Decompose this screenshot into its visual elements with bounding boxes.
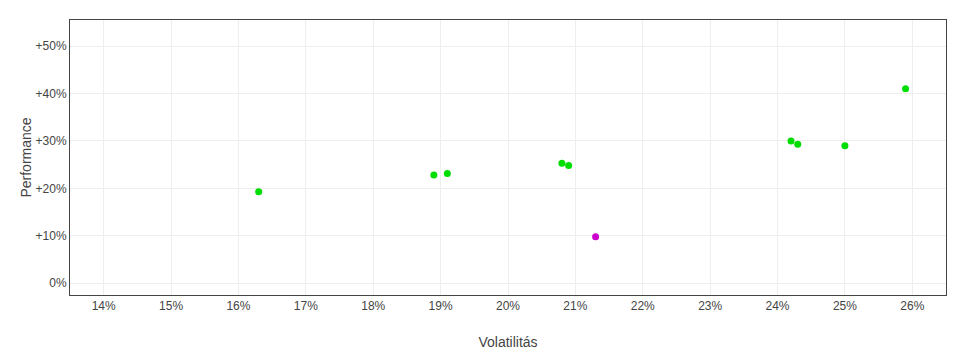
- svg-text:20%: 20%: [496, 299, 520, 313]
- svg-text:Performance: Performance: [18, 117, 34, 197]
- svg-text:26%: 26%: [900, 299, 924, 313]
- svg-text:17%: 17%: [294, 299, 318, 313]
- svg-text:Volatilitás: Volatilitás: [478, 334, 537, 350]
- svg-text:+50%: +50%: [36, 39, 67, 53]
- svg-text:14%: 14%: [92, 299, 116, 313]
- svg-text:+10%: +10%: [36, 229, 67, 243]
- svg-text:24%: 24%: [766, 299, 790, 313]
- svg-text:+20%: +20%: [36, 182, 67, 196]
- svg-text:0%: 0%: [49, 276, 67, 290]
- svg-text:+30%: +30%: [36, 134, 67, 148]
- svg-text:23%: 23%: [698, 299, 722, 313]
- svg-text:22%: 22%: [631, 299, 655, 313]
- svg-text:15%: 15%: [159, 299, 183, 313]
- svg-text:25%: 25%: [833, 299, 857, 313]
- svg-text:21%: 21%: [563, 299, 587, 313]
- svg-text:+40%: +40%: [36, 87, 67, 101]
- svg-text:18%: 18%: [361, 299, 385, 313]
- svg-text:16%: 16%: [226, 299, 250, 313]
- svg-text:19%: 19%: [429, 299, 453, 313]
